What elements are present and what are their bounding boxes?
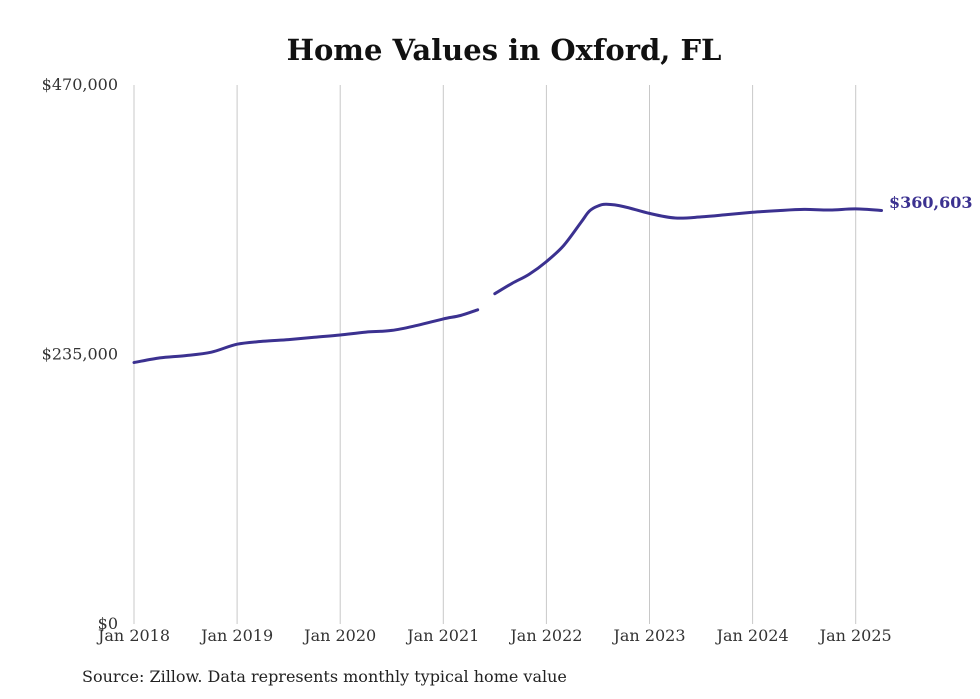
x-tick-label: Jan 2024 [715,626,789,645]
x-tick-label: Jan 2019 [199,626,273,645]
series-lines [132,202,883,364]
y-tick-label: $235,000 [42,345,118,364]
y-axis-ticks: $0 $235,000 $470,000 [42,75,118,633]
x-tick-label: Jan 2022 [508,626,582,645]
end-value-label: $360,603 [889,193,973,212]
x-tick-label: Jan 2023 [611,626,685,645]
y-tick-label: $0 [98,614,118,633]
chart-title: Home Values in Oxford, FL [287,33,722,67]
x-axis-ticks: Jan 2018 Jan 2019 Jan 2020 Jan 2021 Jan 2022… [96,626,892,645]
series-line-segment [132,308,480,364]
x-tick-label: Jan 2018 [96,626,170,645]
x-tick-label: Jan 2021 [405,626,479,645]
x-tick-label: Jan 2020 [302,626,376,645]
y-tick-label: $470,000 [42,75,118,94]
grid-lines [133,85,857,624]
series-line-segment [493,202,883,296]
x-tick-label: Jan 2025 [818,626,892,645]
source-note: Source: Zillow. Data represents monthly … [82,667,567,686]
